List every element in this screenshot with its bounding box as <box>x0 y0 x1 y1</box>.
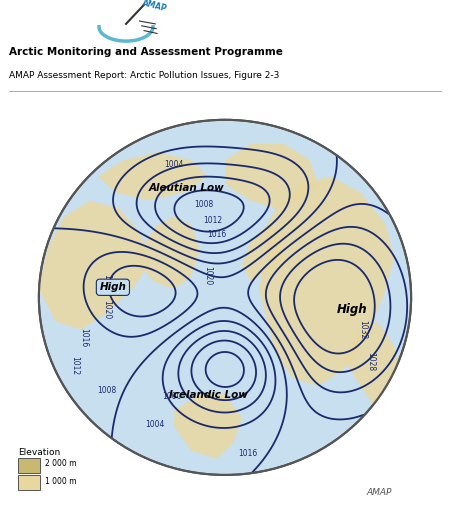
FancyBboxPatch shape <box>18 475 40 490</box>
Text: 1 000 m: 1 000 m <box>45 477 76 486</box>
Text: 1008: 1008 <box>97 386 116 395</box>
FancyBboxPatch shape <box>18 458 40 473</box>
Text: 1016: 1016 <box>238 449 258 458</box>
Text: High: High <box>337 303 367 316</box>
Text: Elevation: Elevation <box>18 448 60 457</box>
Text: 1032: 1032 <box>358 320 367 339</box>
Text: 1004: 1004 <box>165 160 184 169</box>
Text: 1004: 1004 <box>145 420 165 429</box>
Polygon shape <box>140 217 200 289</box>
Text: 1016: 1016 <box>207 230 226 239</box>
Text: 2 000 m: 2 000 m <box>45 459 76 468</box>
Text: Aleutian Low: Aleutian Low <box>149 183 225 193</box>
Polygon shape <box>259 176 394 386</box>
Text: 1008: 1008 <box>194 200 213 209</box>
Text: AMAP Assessment Report: Arctic Pollution Issues, Figure 2-3: AMAP Assessment Report: Arctic Pollution… <box>9 71 279 80</box>
Text: AMAP: AMAP <box>142 0 168 13</box>
Text: Icelandic Low: Icelandic Low <box>169 390 248 400</box>
Text: High: High <box>99 282 126 292</box>
Text: AMAP: AMAP <box>366 488 392 497</box>
Circle shape <box>39 120 411 475</box>
Polygon shape <box>343 322 403 418</box>
Text: 1024: 1024 <box>102 273 111 293</box>
Polygon shape <box>242 225 284 281</box>
Polygon shape <box>39 201 149 330</box>
Text: 1012: 1012 <box>203 216 222 225</box>
Text: 1000: 1000 <box>162 392 182 401</box>
Text: 1016: 1016 <box>79 328 88 347</box>
Text: 1028: 1028 <box>366 353 375 372</box>
Text: Arctic Monitoring and Assessment Programme: Arctic Monitoring and Assessment Program… <box>9 47 283 57</box>
Polygon shape <box>174 394 242 459</box>
Polygon shape <box>225 144 318 209</box>
Text: 1020: 1020 <box>102 300 111 319</box>
Polygon shape <box>98 152 208 201</box>
Text: 1012: 1012 <box>70 356 79 375</box>
Text: 1020: 1020 <box>203 266 212 285</box>
